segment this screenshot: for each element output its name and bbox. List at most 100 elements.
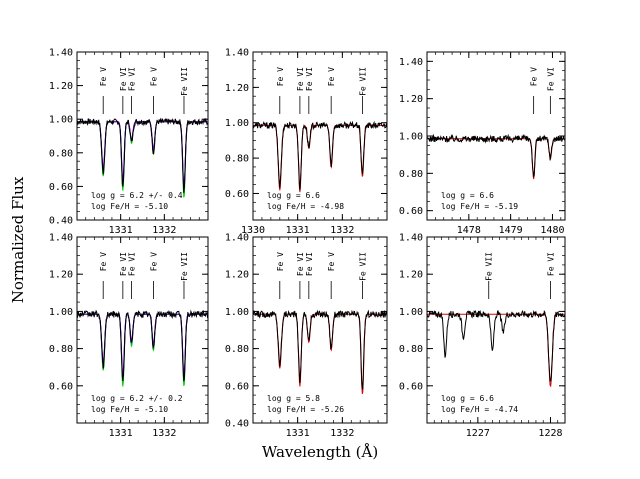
plot-frame [252,51,388,221]
y-tick-label: 1.00 [225,307,249,318]
line-id-label: Fe VI [296,67,305,91]
x-tick-label: 1480 [540,225,564,236]
line-id-label: Fe VII [358,67,367,96]
y-tick-label: 1.20 [49,81,73,92]
fit-annotation: log g = 5.8 [267,394,320,403]
fit-annotation: log g = 6.2 +/- 0.4 [91,191,183,200]
observed-spectrum-line [76,309,209,382]
model-spectrum-line [253,313,387,395]
y-tick-label: 0.80 [399,344,423,355]
observed-spectrum-line [252,309,388,390]
x-tick-label: 1331 [286,428,310,439]
y-tick-label: 1.20 [225,270,249,281]
line-id-label: Fe VI [305,67,314,91]
line-id-label: Fe V [530,67,539,86]
line-id-label: Fe V [327,252,336,271]
line-id-label: Fe VI [128,252,137,276]
y-tick-label: 0.40 [49,216,73,227]
model-spectrum-line [77,121,208,190]
x-tick-label: 1478 [457,225,481,236]
line-id-label: Fe VI [128,67,137,91]
line-id-label: Fe V [276,252,285,271]
panel-p22: 0.40 0.60 0.80 1.00 1.20 1.40 1331 1332 Fe V Fe V… [225,233,388,439]
line-id-label: Fe VI [119,252,128,276]
model-spectrum-line [77,313,208,375]
y-axis-label: Normalized Flux [9,176,27,303]
y-tick-label: 1.00 [49,115,73,126]
fit-annotation: log Fe/H = -5.10 [91,405,168,414]
x-tick-label: 1331 [109,225,133,236]
y-tick-label: 1.40 [49,48,73,59]
line-id-label: Fe V [99,252,108,271]
x-tick-label: 1330 [241,225,265,236]
y-tick-label: 0.40 [225,419,249,430]
model-spectrum-line [77,313,208,387]
observed-spectrum-line [252,120,388,190]
line-id-label: Fe V [99,67,108,86]
x-tick-label: 1332 [152,225,176,236]
line-id-label: Fe V [276,67,285,86]
line-id-label: Fe VII [485,252,494,281]
line-id-label: Fe VI [546,67,555,91]
panel-p13: 0.60 0.80 1.00 1.20 1.40 1478 1479 1480 Fe V Fe V… [399,51,566,236]
model-spectrum-line [77,313,208,379]
x-tick-label: 1331 [109,428,133,439]
observed-spectrum-line [76,117,209,193]
model-spectrum-line [77,121,208,198]
y-tick-label: 0.60 [225,189,249,200]
fit-annotation: log Fe/H = -4.98 [267,202,344,211]
y-tick-label: 1.00 [225,118,249,129]
fit-annotation: log Fe/H = -5.10 [91,202,168,211]
fit-annotation: log g = 6.6 [441,394,494,403]
x-tick-label: 1479 [499,225,523,236]
model-spectrum-line [253,124,387,193]
y-tick-label: 1.00 [49,307,73,318]
y-tick-label: 1.20 [399,270,423,281]
y-tick-label: 1.40 [49,233,73,244]
line-id-label: Fe VI [546,252,555,276]
y-tick-label: 0.60 [225,381,249,392]
fit-annotation: log g = 6.6 [267,191,320,200]
line-id-label: Fe VII [180,67,189,96]
y-tick-label: 1.00 [399,132,423,143]
y-tick-label: 1.20 [399,94,423,105]
y-tick-label: 0.80 [399,169,423,180]
observed-spectrum-line [426,133,566,179]
y-tick-label: 1.00 [399,307,423,318]
y-tick-label: 1.40 [225,233,249,244]
panels: 0.40 0.60 0.80 1.00 1.20 1.40 1331 1332 Fe V Fe V… [49,48,566,439]
panel-p11: 0.40 0.60 0.80 1.00 1.20 1.40 1331 1332 Fe V Fe V… [49,48,209,236]
fit-annotation: log Fe/H = -5.26 [267,405,344,414]
line-id-label: Fe VII [358,252,367,281]
y-tick-label: 1.40 [225,48,249,59]
panel-p23: 0.60 0.80 1.00 1.20 1.40 1227 1228 Fe VII Fe VI l… [399,233,566,439]
y-tick-label: 0.60 [49,182,73,193]
x-tick-label: 1332 [152,428,176,439]
y-tick-label: 0.60 [399,206,423,217]
x-tick-label: 1332 [330,428,354,439]
line-id-label: Fe VI [119,67,128,91]
fit-annotation: log Fe/H = -5.19 [441,202,518,211]
line-id-label: Fe VII [180,252,189,281]
y-tick-label: 0.60 [399,381,423,392]
y-tick-label: 1.20 [49,270,73,281]
line-id-label: Fe VI [305,252,314,276]
y-tick-label: 0.80 [49,148,73,159]
y-tick-label: 1.40 [399,57,423,68]
model-spectrum-line [77,121,208,185]
fit-annotation: log g = 6.2 +/- 0.2 [91,394,183,403]
line-id-label: Fe V [149,252,158,271]
y-tick-label: 1.40 [399,233,423,244]
y-tick-label: 0.80 [49,344,73,355]
observed-spectrum-line [426,309,566,382]
x-tick-label: 1332 [330,225,354,236]
x-tick-label: 1331 [286,225,310,236]
panel-p12: 0.60 0.80 1.00 1.20 1.40 1330 1331 1332 Fe V Fe V… [225,48,388,236]
x-axis-label: Wavelength (Å) [262,443,378,461]
y-tick-label: 0.80 [225,154,249,165]
fit-annotation: log g = 6.6 [441,191,494,200]
line-id-label: Fe V [327,67,336,86]
y-tick-label: 0.80 [225,344,249,355]
